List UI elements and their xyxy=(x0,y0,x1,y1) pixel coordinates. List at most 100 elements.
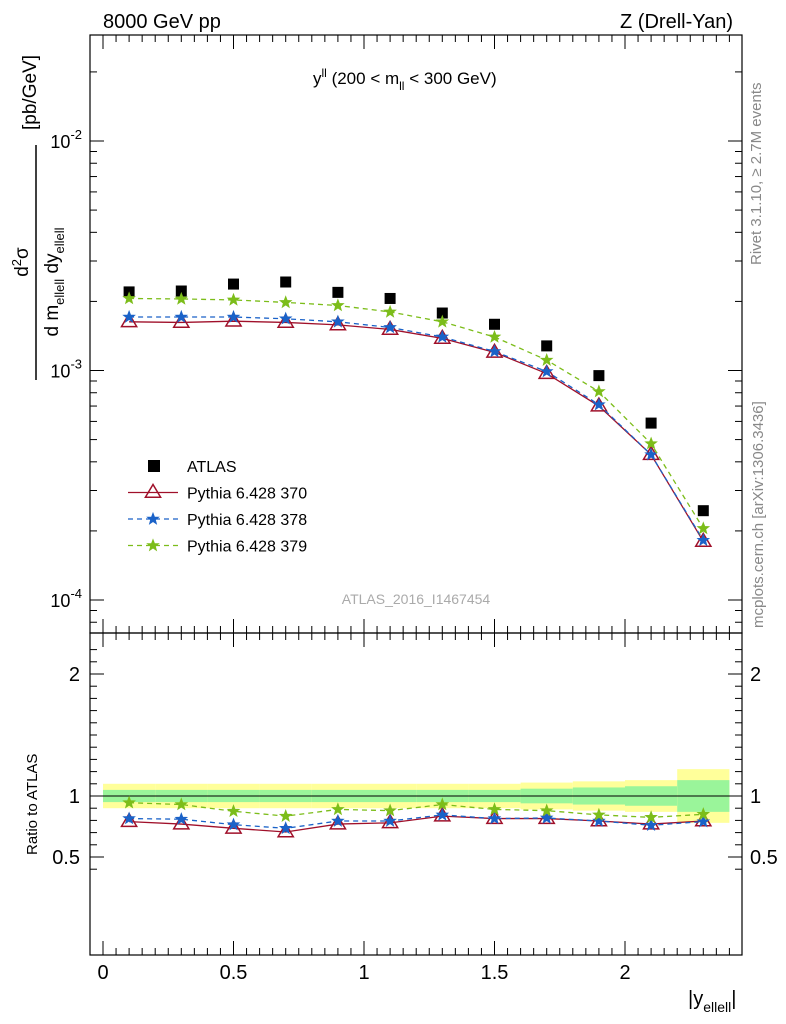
main-pythia-6-428-379-line xyxy=(129,297,704,529)
main-pythia-6-428-378-point xyxy=(539,364,554,378)
ratio-pythia-6-428-379-point xyxy=(435,797,450,811)
ratio-y-tick-label-right: 2 xyxy=(750,664,761,686)
main-atlas-point xyxy=(384,292,396,304)
x-axis-label: |yellell| xyxy=(688,988,736,1015)
main-pythia-6-428-379-point xyxy=(696,521,711,535)
main-atlas-point xyxy=(489,318,500,330)
ratio-pythia-6-428-379-point xyxy=(226,804,241,818)
main-pythia-6-428-378-point xyxy=(435,329,450,343)
svg-text:d mellell dyellell: d mellell dyellell xyxy=(42,227,67,336)
main-pythia-6-428-378-point xyxy=(383,320,397,334)
main-pythia-6-428-379-point xyxy=(278,295,293,309)
ratio-pythia-6-428-370-point xyxy=(328,814,347,830)
main-pythia-6-428-378-line xyxy=(129,316,704,541)
main-atlas-point xyxy=(541,340,553,352)
ratio-y-tick-label: 0.5 xyxy=(52,847,80,869)
ratio-pythia-6-428-378-point xyxy=(539,810,554,824)
main-pythia-6-428-379-point xyxy=(331,298,345,312)
main-y-axis-label: d2σ d mellell dyellell [pb/GeV] xyxy=(9,55,67,380)
ratio-pythia-6-428-378-point xyxy=(383,813,397,827)
main-atlas-point xyxy=(228,278,239,290)
main-pythia-6-428-379-point xyxy=(383,304,397,318)
ratio-y-tick-label: 1 xyxy=(69,786,80,808)
ratio-pythia-6-428-378-point xyxy=(226,817,241,831)
main-atlas-point xyxy=(332,286,344,298)
main-series-group xyxy=(120,276,713,547)
main-pythia-6-428-379-point xyxy=(539,352,554,366)
main-pythia-6-428-370-point xyxy=(172,312,191,328)
mcplots-label: mcplots.cern.ch [arXiv:1306.3436] xyxy=(750,401,767,628)
main-pythia-6-428-378-point xyxy=(592,397,606,411)
analysis-id-label: ATLAS_2016_I1467454 xyxy=(342,591,491,607)
main-atlas-point xyxy=(697,505,709,517)
header-right: Z (Drell-Yan) xyxy=(620,11,733,33)
main-y-tick-label: 10-4 xyxy=(50,586,82,611)
ratio-pythia-6-428-378-line xyxy=(129,814,704,829)
ratio-y-axis-label: Ratio to ATLAS xyxy=(24,754,41,855)
legend-label: Pythia 6.428 378 xyxy=(187,512,307,529)
main-pythia-6-428-378-point xyxy=(278,311,293,325)
legend-marker xyxy=(146,538,160,552)
ratio-pythia-6-428-379-point xyxy=(278,808,293,822)
ratio-pythia-6-428-379-point xyxy=(487,802,502,816)
main-atlas-point xyxy=(175,285,187,297)
main-pythia-6-428-379-point xyxy=(592,384,606,398)
ratio-pythia-6-428-378-point xyxy=(174,812,189,825)
x-tick-label: 0 xyxy=(97,962,108,984)
main-pythia-6-428-370-point xyxy=(276,312,295,328)
axes-group: 10-4 10-3 10-2 0.5 0.5 1 1 2 2 0 0.5 1 1.5 2 xyxy=(50,34,778,984)
ratio-pythia-6-428-370-point xyxy=(172,814,191,830)
ratio-pythia-6-428-378-point xyxy=(278,821,293,835)
ratio-pythia-6-428-379-point xyxy=(174,797,189,811)
legend-marker xyxy=(146,511,160,525)
main-pythia-6-428-370-point xyxy=(224,311,243,327)
main-pythia-6-428-379-point xyxy=(487,329,502,343)
ratio-y-tick-label-right: 0.5 xyxy=(750,847,778,869)
main-atlas-point xyxy=(593,370,605,382)
ratio-pythia-6-428-378-point xyxy=(592,813,606,827)
ratio-pythia-6-428-370-point xyxy=(276,822,295,838)
ratio-pythia-6-428-379-point xyxy=(592,807,606,821)
ratio-y-tick-label-right: 1 xyxy=(750,786,761,808)
legend-label: ATLAS xyxy=(187,459,237,476)
ratio-pythia-6-428-378-point xyxy=(644,818,658,832)
ratio-pythia-6-428-379-point xyxy=(696,807,711,821)
main-atlas-point xyxy=(280,276,292,288)
main-pythia-6-428-370-point xyxy=(328,315,347,331)
main-pythia-6-428-378-point xyxy=(331,314,345,328)
ratio-pythia-6-428-378-point xyxy=(696,814,711,828)
ratio-y-tick-label: 2 xyxy=(69,664,80,686)
rivet-version-label: Rivet 3.1.10, ≥ 2.7M events xyxy=(748,83,765,266)
main-pythia-6-428-370-point xyxy=(120,312,139,328)
ratio-pythia-6-428-378-point xyxy=(122,811,136,825)
main-pythia-6-428-379-point xyxy=(435,314,450,328)
ratio-pythia-6-428-370-point xyxy=(224,818,243,834)
ratio-series-group xyxy=(120,795,713,838)
main-y-tick-label: 10-2 xyxy=(50,127,82,152)
main-pythia-6-428-378-point xyxy=(226,309,241,323)
ratio-pythia-6-428-370-point xyxy=(120,812,139,828)
main-pythia-6-428-378-point xyxy=(122,309,136,323)
svg-text:yll (200 < mll < 300 GeV): yll (200 < mll < 300 GeV) xyxy=(313,66,497,93)
legend-label: Pythia 6.428 370 xyxy=(187,486,307,503)
legend-marker xyxy=(144,483,162,499)
ratio-pythia-6-428-379-point xyxy=(644,810,658,824)
main-atlas-point xyxy=(436,307,448,319)
ratio-pythia-6-428-379-point xyxy=(122,795,136,809)
ratio-pythia-6-428-378-point xyxy=(331,813,345,827)
ratio-pythia-6-428-370-point xyxy=(381,813,400,829)
main-pythia-6-428-378-point xyxy=(644,447,658,461)
ratio-pythia-6-428-379-point xyxy=(331,802,345,816)
legend-label: Pythia 6.428 379 xyxy=(187,539,307,556)
main-atlas-point xyxy=(645,417,657,429)
ratio-pythia-6-428-379-point xyxy=(383,803,397,817)
svg-text:d2σ: d2σ xyxy=(9,247,33,277)
main-pythia-6-428-379-point xyxy=(644,436,658,450)
main-pythia-6-428-370-point xyxy=(537,364,556,380)
main-pythia-6-428-378-point xyxy=(696,533,711,547)
main-pythia-6-428-379-point xyxy=(122,291,136,305)
x-tick-label: 0.5 xyxy=(220,962,248,984)
main-pythia-6-428-379-point xyxy=(226,292,241,306)
svg-text:|yellell|: |yellell| xyxy=(688,988,736,1015)
